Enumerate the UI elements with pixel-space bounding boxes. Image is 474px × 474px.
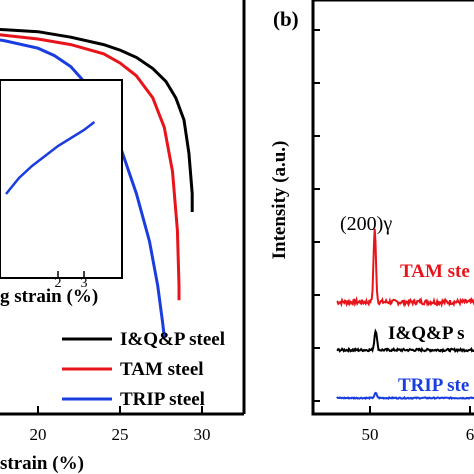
series-label: I&Q&P s: [388, 323, 465, 344]
x-tick-label: 50: [362, 425, 379, 444]
legend-label: TAM steel: [120, 359, 204, 380]
panel-b: (b) Intensity (a.u.) 50 6 (200)γ TAM ste I…: [269, 0, 474, 444]
panel-b-y-ticks: [313, 29, 320, 402]
xrd-pattern-1: [336, 328, 474, 354]
inset-series: [5, 121, 96, 195]
legend: I&Q&P steel TAM steel TRIP steel: [62, 329, 225, 410]
x-tick-label: 6: [466, 425, 474, 444]
panel-b-x-ticks: 50 6: [362, 406, 474, 444]
series-line-1: [0, 33, 181, 301]
panel-b-frame: [311, 0, 474, 416]
x-tick-label: 25: [112, 425, 129, 444]
legend-label: TRIP steel: [120, 389, 205, 410]
series-line-0: [0, 28, 194, 212]
x-tick-label: 20: [30, 425, 47, 444]
inset-frame: [0, 79, 123, 279]
panel-b-label: (b): [273, 7, 299, 31]
series-label: TAM ste: [400, 261, 470, 282]
inset-x-axis-label: g strain (%): [0, 286, 98, 307]
panel-a-x-ticks: 20 25 30: [30, 406, 211, 444]
series-label: TRIP ste: [398, 375, 469, 396]
panel-b-series: [336, 228, 474, 401]
xrd-pattern-0: [336, 228, 474, 309]
peak-annotation: (200)γ: [340, 213, 392, 235]
inset-x-tick-label: 3: [81, 276, 88, 291]
x-tick-label: 30: [194, 425, 211, 444]
legend-label: I&Q&P steel: [120, 329, 225, 350]
xrd-pattern-2: [336, 391, 474, 401]
panel-a-x-axis-label: strain (%): [0, 453, 84, 474]
panel-b-series-labels: TAM ste I&Q&P s TRIP ste: [388, 261, 470, 396]
inset-x-tick-label: 2: [55, 276, 62, 291]
panel-b-y-axis-label: Intensity (a.u.): [269, 141, 290, 260]
inset-series-line-0: [5, 121, 96, 195]
